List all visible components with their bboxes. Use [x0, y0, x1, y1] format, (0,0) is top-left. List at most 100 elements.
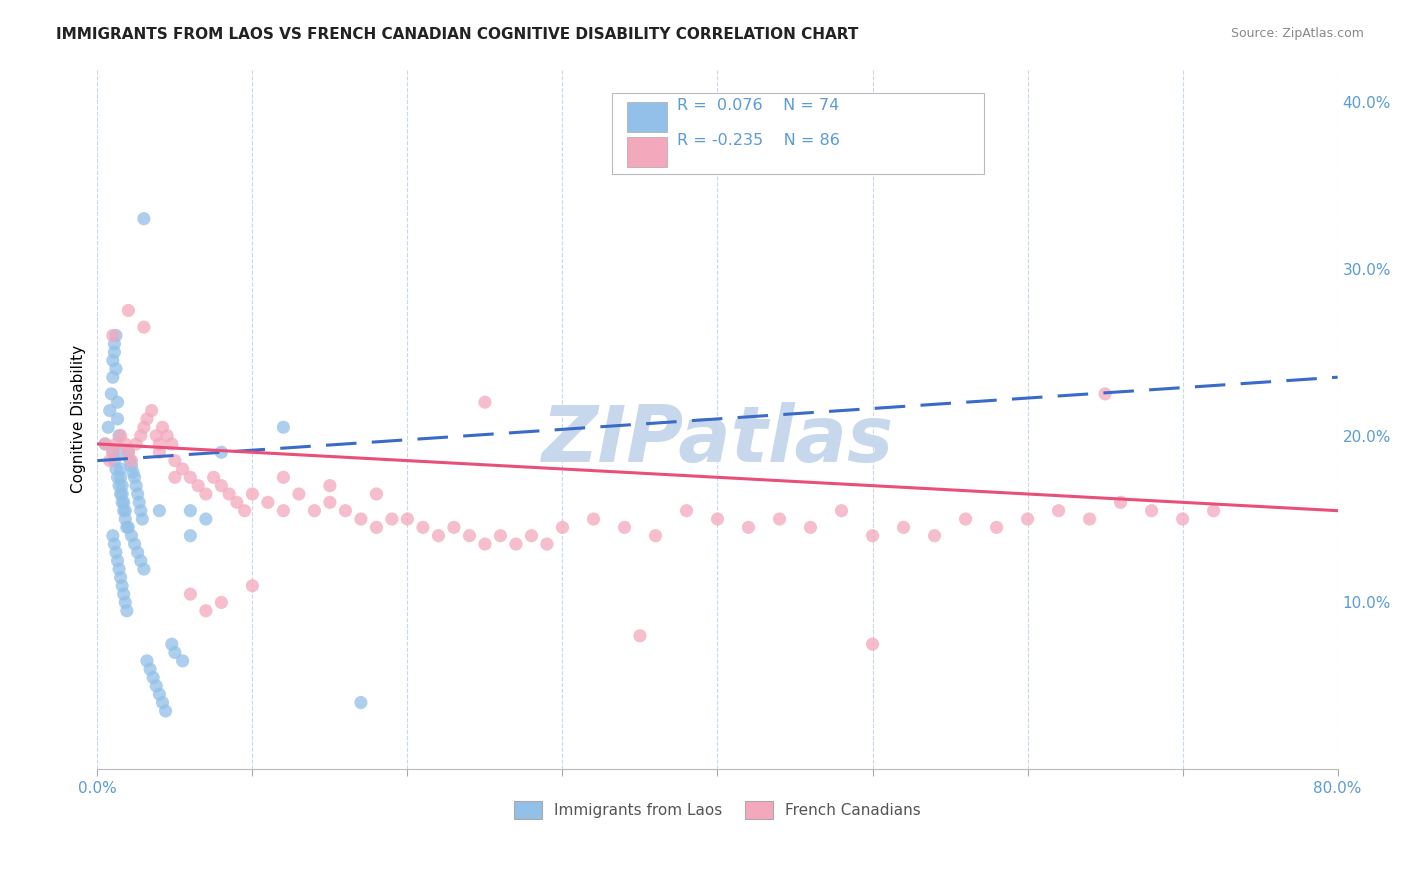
Point	[335, 504, 357, 518]
Point	[233, 504, 256, 518]
Point	[129, 428, 152, 442]
Point	[1202, 504, 1225, 518]
Point	[172, 654, 194, 668]
Point	[110, 428, 132, 442]
Point	[799, 520, 821, 534]
Point	[125, 437, 148, 451]
Point	[179, 587, 201, 601]
Point	[101, 445, 124, 459]
Point	[112, 495, 135, 509]
Point	[110, 470, 132, 484]
Point	[104, 462, 127, 476]
Point	[148, 687, 170, 701]
Point	[142, 671, 165, 685]
Point	[107, 470, 129, 484]
Text: IMMIGRANTS FROM LAOS VS FRENCH CANADIAN COGNITIVE DISABILITY CORRELATION CHART: IMMIGRANTS FROM LAOS VS FRENCH CANADIAN …	[56, 27, 859, 42]
Text: Source: ZipAtlas.com: Source: ZipAtlas.com	[1230, 27, 1364, 40]
Point	[136, 654, 159, 668]
Point	[103, 345, 125, 359]
Point	[111, 478, 134, 492]
Point	[893, 520, 915, 534]
Point	[108, 478, 131, 492]
Point	[319, 495, 342, 509]
Point	[115, 604, 138, 618]
Point	[366, 520, 388, 534]
Point	[160, 637, 183, 651]
Point	[148, 445, 170, 459]
Point	[136, 412, 159, 426]
Point	[1078, 512, 1101, 526]
Point	[319, 478, 342, 492]
Point	[273, 420, 295, 434]
Point	[108, 562, 131, 576]
Point	[225, 495, 247, 509]
Point	[103, 336, 125, 351]
Point	[98, 453, 121, 467]
Point	[145, 428, 167, 442]
Point	[107, 395, 129, 409]
Text: ZIPatlas: ZIPatlas	[541, 402, 894, 478]
Point	[114, 504, 136, 518]
Point	[613, 520, 636, 534]
Point	[155, 704, 177, 718]
Point	[152, 420, 174, 434]
Point	[163, 470, 186, 484]
Point	[110, 487, 132, 501]
Point	[127, 487, 149, 501]
Point	[101, 370, 124, 384]
Point	[124, 470, 146, 484]
Point	[381, 512, 404, 526]
Point	[412, 520, 434, 534]
Point	[474, 537, 496, 551]
Point	[209, 595, 232, 609]
Point	[104, 545, 127, 559]
Y-axis label: Cognitive Disability: Cognitive Disability	[72, 345, 86, 493]
Point	[125, 478, 148, 492]
Point	[128, 495, 150, 509]
Point	[194, 604, 217, 618]
Point	[111, 495, 134, 509]
Point	[104, 362, 127, 376]
Point	[132, 562, 155, 576]
Point	[202, 470, 225, 484]
Point	[489, 529, 512, 543]
Point	[443, 520, 465, 534]
Point	[505, 537, 527, 551]
Point	[114, 512, 136, 526]
Point	[141, 403, 163, 417]
Bar	[627, 103, 666, 132]
Point	[110, 462, 132, 476]
Point	[1047, 504, 1070, 518]
Point	[218, 487, 240, 501]
Point	[120, 458, 142, 473]
Point	[127, 545, 149, 559]
Point	[1094, 387, 1116, 401]
Point	[163, 646, 186, 660]
Point	[112, 587, 135, 601]
Point	[831, 504, 853, 518]
Point	[458, 529, 481, 543]
Point	[117, 445, 139, 459]
Point	[111, 579, 134, 593]
Point	[139, 662, 162, 676]
Point	[644, 529, 666, 543]
Point	[273, 470, 295, 484]
Point	[209, 445, 232, 459]
Point	[110, 570, 132, 584]
Point	[148, 504, 170, 518]
Point	[101, 445, 124, 459]
Point	[107, 554, 129, 568]
Point	[111, 487, 134, 501]
Point	[124, 537, 146, 551]
Point	[628, 629, 651, 643]
Point	[97, 420, 120, 434]
Point	[101, 353, 124, 368]
Point	[94, 437, 117, 451]
Point	[132, 420, 155, 434]
Point	[706, 512, 728, 526]
Point	[1017, 512, 1039, 526]
Point	[179, 529, 201, 543]
Point	[114, 595, 136, 609]
Point	[955, 512, 977, 526]
Text: R =  0.076    N = 74: R = 0.076 N = 74	[676, 98, 839, 113]
